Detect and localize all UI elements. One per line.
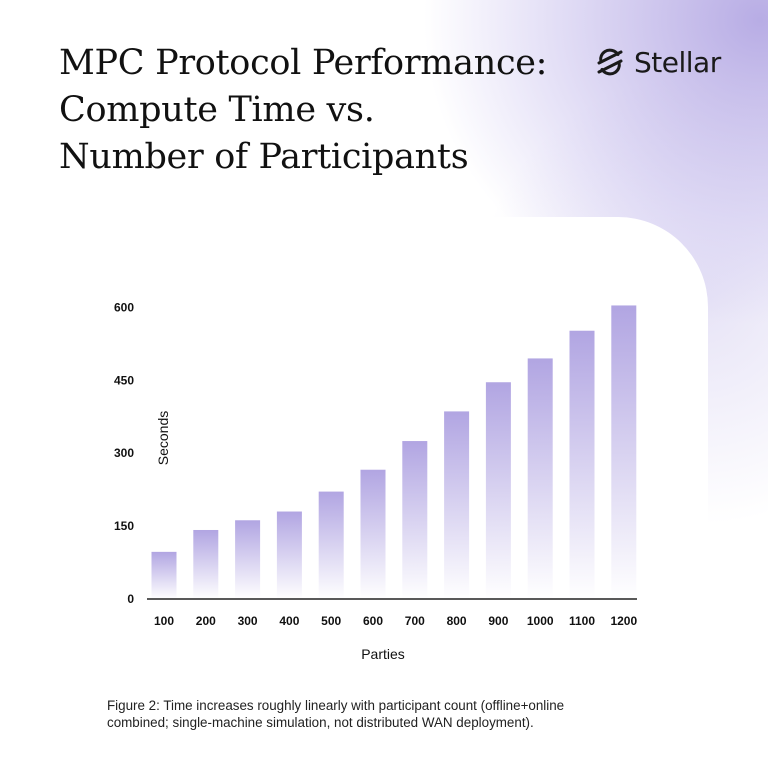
x-tick-label-500: 500 [321,614,341,628]
page-title: MPC Protocol Performance: Compute Time v… [59,40,579,181]
caption-line-2: combined; single-machine simulation, not… [107,715,534,730]
y-tick-label-300: 300 [114,446,134,460]
y-tick-label-450: 450 [114,373,134,387]
x-tick-label-100: 100 [154,614,174,628]
caption-line-1: Figure 2: Time increases roughly linearl… [107,698,565,713]
x-tick-label-300: 300 [238,614,258,628]
x-axis-label: Parties [361,646,405,662]
bar-600 [360,469,386,599]
bar-1000 [527,358,553,599]
bar-1200 [611,305,637,599]
x-tick-label-600: 600 [363,614,383,628]
figure-caption: Figure 2: Time increases roughly linearl… [107,697,667,731]
brand-name: Stellar [634,45,721,79]
y-tick-label-0: 0 [127,592,134,606]
x-tick-label-1200: 1200 [610,614,637,628]
y-tick-labels: 0 150 300 450 600 [114,300,134,606]
x-tick-label-800: 800 [447,614,467,628]
bar-200 [193,529,219,599]
title-line-3: Number of Participants [59,137,469,177]
y-tick-label-600: 600 [114,300,134,314]
bar-1100 [569,330,595,599]
bar-900 [485,382,511,599]
y-tick-label-150: 150 [114,519,134,533]
bar-300 [235,520,261,599]
x-tick-label-900: 900 [488,614,508,628]
bar-500 [318,491,344,599]
bar-700 [402,441,428,599]
x-tick-labels: 100 200 300 400 500 600 700 800 900 1000 1100 1200 [154,614,637,628]
bar-800 [444,411,470,599]
bars-group [151,305,637,599]
x-tick-label-1100: 1100 [569,614,595,628]
x-tick-label-200: 200 [196,614,216,628]
x-tick-label-700: 700 [405,614,425,628]
bar-400 [276,511,302,599]
title-line-1: MPC Protocol Performance: [59,43,548,83]
title-line-2: Compute Time vs. [59,90,375,130]
y-axis-label: Seconds [155,411,171,465]
x-tick-label-400: 400 [279,614,299,628]
stellar-logo-icon [597,48,623,76]
bar-100 [151,551,177,599]
brand-logo: Stellar [594,44,721,80]
x-tick-label-1000: 1000 [527,614,554,628]
